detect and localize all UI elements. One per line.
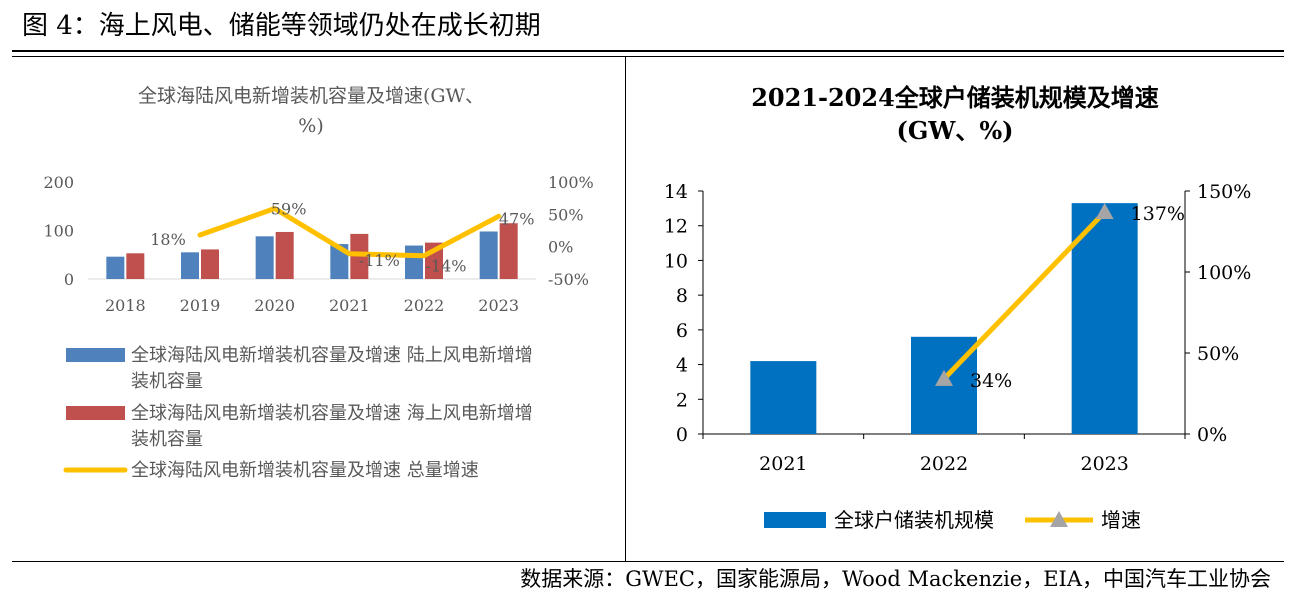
right-chart-y-tick: 8 (676, 285, 688, 307)
left-chart-bar (275, 231, 294, 279)
left-legend-swatch (66, 348, 125, 362)
left-chart-x-tick: 2019 (180, 296, 221, 315)
left-chart-title: 全球海陆风电新增装机容量及增速(GW、 (138, 85, 484, 107)
right-legend-swatch-marker (1050, 511, 1068, 527)
left-chart-growth-label: 47% (499, 209, 535, 228)
right-chart-growth-label: 137% (1131, 203, 1185, 225)
panel-divider (625, 57, 626, 561)
right-chart-y2-tick: 0% (1197, 424, 1227, 446)
left-chart-x-tick: 2022 (404, 296, 445, 315)
left-chart-bar (106, 256, 125, 279)
left-chart-y2-tick: 100% (548, 173, 594, 192)
left-chart-y-tick: 0 (64, 270, 74, 289)
right-chart-title-line2: (GW、%) (897, 116, 1014, 145)
right-chart-bar (750, 361, 817, 434)
right-chart-x-tick: 2021 (759, 453, 807, 475)
right-chart-y2-tick: 100% (1197, 262, 1251, 284)
left-chart-y2-tick: 50% (548, 205, 584, 224)
right-legend-label: 全球户储装机规模 (834, 508, 994, 532)
left-chart-bar (181, 252, 199, 279)
right-chart-y-tick: 14 (664, 181, 688, 203)
right-legend-label: 增速 (1101, 508, 1141, 532)
left-chart-bar (405, 245, 423, 279)
right-chart-y-tick: 6 (676, 320, 688, 342)
figure-title: 图 4：海上风电、储能等领域仍处在成长初期 (22, 11, 541, 41)
right-chart-y-tick: 12 (664, 216, 688, 238)
source-note: 数据来源：GWEC，国家能源局，Wood Mackenzie，EIA，中国汽车工… (520, 567, 1271, 591)
left-chart-y-tick: 200 (43, 173, 74, 192)
right-chart-y-tick: 10 (664, 250, 688, 272)
left-chart-y2-tick: 0% (548, 238, 573, 257)
right-chart-growth-label: 34% (970, 370, 1012, 392)
left-legend-label: 全球海陆风电新增装机容量及增速 海上风电新增增 (131, 403, 533, 424)
right-chart-title: 2021-2024全球户储装机规模及增速 (751, 83, 1159, 112)
left-legend-label: 全球海陆风电新增装机容量及增速 陆上风电新增增 (131, 345, 533, 366)
left-chart-bar (255, 236, 274, 279)
bottom-rule (12, 561, 1284, 562)
left-legend-label: 装机容量 (131, 429, 203, 450)
right-chart-bar (1071, 203, 1138, 434)
left-chart-growth-label: -14% (426, 257, 467, 276)
left-chart-growth-label: 59% (271, 200, 307, 219)
left-chart-bar (479, 231, 498, 279)
left-chart-x-tick: 2020 (254, 296, 295, 315)
top-rule (12, 50, 1284, 52)
right-chart-growth-marker (935, 369, 953, 386)
left-chart-bar (499, 223, 518, 279)
right-chart-x-tick: 2023 (1080, 453, 1128, 475)
left-chart-y-tick: 100 (43, 222, 74, 241)
right-legend-swatch-bar (764, 512, 826, 528)
left-chart-x-tick: 2023 (478, 296, 519, 315)
left-chart-growth-label: 18% (150, 230, 186, 249)
right-chart-y2-tick: 50% (1197, 343, 1239, 365)
left-chart-y2-tick: -50% (548, 270, 589, 289)
right-chart-y-tick: 4 (676, 355, 688, 377)
left-legend-swatch (66, 406, 125, 420)
left-legend-label: 装机容量 (131, 371, 203, 392)
right-chart-x-tick: 2022 (920, 453, 968, 475)
right-chart-y-tick: 2 (676, 389, 688, 411)
left-chart-bar (201, 249, 219, 279)
left-chart-x-tick: 2018 (105, 296, 146, 315)
left-chart-bar (126, 253, 145, 279)
left-chart-title-line2: %) (298, 115, 323, 137)
top-rule-thin (12, 56, 1284, 57)
right-chart-y2-tick: 150% (1197, 181, 1251, 203)
left-chart-growth-line (197, 206, 502, 259)
right-chart-growth-line (942, 210, 1107, 381)
right-chart-growth-marker (1095, 203, 1114, 220)
left-chart-x-tick: 2021 (329, 296, 370, 315)
left-legend-label: 全球海陆风电新增装机容量及增速 总量增速 (131, 460, 479, 481)
left-chart-growth-label: -11% (359, 251, 400, 270)
right-chart-y-tick: 0 (676, 424, 688, 446)
